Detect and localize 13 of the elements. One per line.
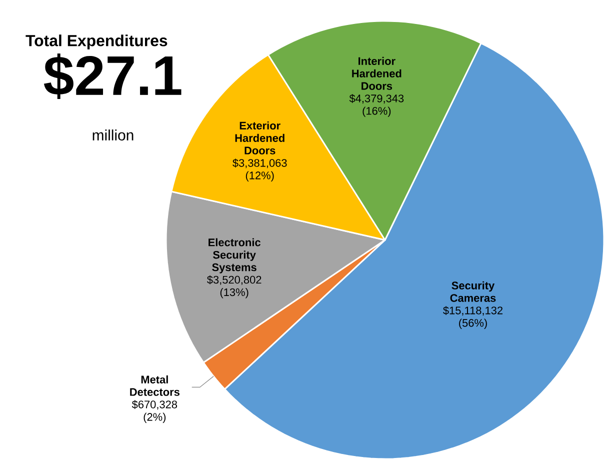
data-label: $4,379,343 (16%)	[349, 94, 404, 117]
slice-label: Interior Hardened Doors	[352, 56, 402, 90]
data-label: $3,381,063 (12%)	[232, 158, 287, 182]
slice-label: Metal Detectors	[130, 375, 180, 396]
slice-label: Electronic Security Systems	[208, 238, 260, 274]
chart-subtitle: $27.1	[44, 54, 182, 100]
slice-label: Exterior Hardened Doors	[235, 121, 284, 154]
text: million	[92, 130, 134, 140]
data-label: $15,118,132 (56%)	[443, 306, 502, 329]
data-label: $670,328 (2%)	[132, 400, 178, 423]
data-label: $3,520,802 (13%)	[207, 275, 262, 298]
text: Total Expenditures	[26, 34, 168, 50]
slice-label: Security Cameras	[450, 281, 496, 302]
